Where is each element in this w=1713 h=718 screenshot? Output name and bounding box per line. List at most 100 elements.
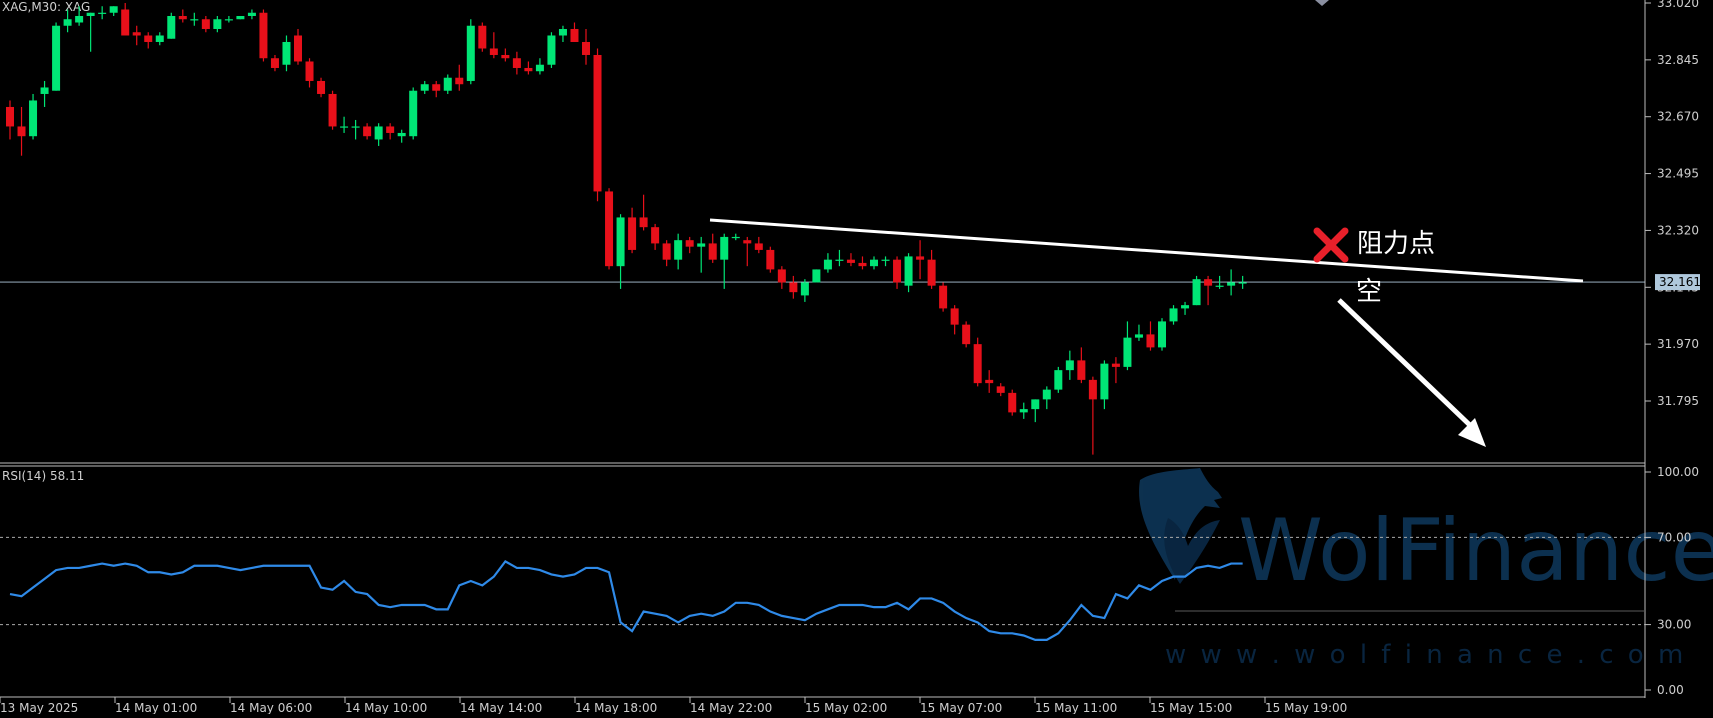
candle [363, 123, 372, 140]
candle [985, 370, 994, 393]
candle [247, 9, 256, 20]
candle-body [870, 259, 878, 267]
candle-body [455, 77, 464, 85]
candle [340, 116, 349, 133]
candle-body [1042, 389, 1051, 400]
candle-body [708, 243, 717, 260]
candle-body [720, 236, 729, 260]
candle-body [432, 84, 441, 91]
candle [754, 236, 763, 254]
candle-body [858, 262, 867, 267]
candle-body [443, 77, 452, 91]
candle-body [236, 15, 245, 20]
candle-body [144, 35, 153, 42]
candle-body [201, 19, 210, 29]
time-tick-label: 15 May 02:00 [805, 701, 887, 714]
rsi-axis: 100.00 70.00 30.00 0.00 [1645, 465, 1699, 697]
rsi-tick-label: 30.00 [1657, 618, 1691, 632]
time-tick-label: 14 May 01:00 [115, 701, 197, 714]
candle-body [1238, 282, 1247, 284]
candle [132, 25, 141, 46]
candle [121, 3, 130, 36]
candle [443, 74, 452, 94]
price-tick-label: 32.495 [1657, 167, 1699, 181]
candle [351, 119, 360, 140]
time-axis: 13 May 2025 14 May 01:00 14 May 06:00 14 Ma… [0, 697, 1347, 715]
rsi-tick-label: 0.00 [1657, 683, 1684, 697]
candle-body [1100, 363, 1109, 400]
candle [674, 233, 683, 270]
candle-body [973, 344, 982, 384]
candle-body [213, 19, 222, 29]
candle [812, 269, 821, 283]
candle [1065, 350, 1074, 380]
candle-body [535, 64, 544, 72]
candle-body [846, 259, 855, 263]
candle-body [996, 386, 1005, 393]
candle [86, 12, 95, 52]
candle-body [1077, 360, 1086, 380]
candle-body [1215, 285, 1224, 287]
candle-body [893, 259, 902, 283]
candle [305, 58, 314, 88]
candle [1088, 376, 1097, 455]
candle-body [812, 269, 821, 283]
candle [455, 64, 464, 91]
candle-body [190, 19, 199, 21]
candle [98, 6, 107, 20]
candle [1077, 347, 1086, 384]
candle [213, 15, 222, 33]
time-tick-label: 15 May 07:00 [920, 701, 1002, 714]
candle [731, 233, 740, 241]
chevron-down-icon[interactable] [1315, 0, 1329, 6]
candle [558, 25, 567, 42]
candle-body [270, 58, 279, 68]
price-tick-label: 32.670 [1657, 110, 1699, 124]
candle-body [374, 126, 383, 140]
candle [75, 6, 84, 26]
candle-body [1227, 282, 1236, 286]
candle [870, 256, 878, 270]
short-label: 空 [1356, 277, 1382, 307]
resistance-label: 阻力点 [1357, 229, 1435, 259]
time-tick-label: 15 May 11:00 [1035, 701, 1117, 714]
candle [478, 22, 487, 52]
resistance-trendline[interactable] [709, 218, 1584, 283]
candle [777, 266, 786, 289]
candle [939, 282, 948, 312]
candle [190, 12, 199, 26]
candle [1054, 366, 1063, 393]
rsi-title: RSI(14) 58.11 [2, 469, 84, 483]
candle-body [86, 12, 95, 16]
price-tick-label: 33.020 [1657, 0, 1699, 10]
rsi-series-line [9, 559, 1243, 641]
candle [720, 233, 729, 289]
candle-body [247, 12, 256, 16]
candle [1146, 321, 1155, 351]
candle-body [328, 93, 337, 127]
candle-body [662, 243, 671, 260]
candle-body [547, 35, 556, 65]
candle [52, 22, 61, 91]
candle [800, 279, 809, 302]
candle-body [1146, 334, 1155, 348]
candle-body [1169, 308, 1178, 322]
candle [570, 22, 579, 42]
candle-body [6, 106, 14, 127]
candle [1215, 275, 1224, 289]
candle [846, 253, 855, 267]
candle [432, 80, 441, 98]
candle-body [766, 249, 775, 270]
candle [743, 236, 752, 267]
symbol-label: XAG,M30: XAG [2, 0, 90, 14]
candle-body [1204, 279, 1213, 286]
candle-body [616, 217, 625, 267]
candle-body [1192, 279, 1201, 306]
candle [962, 321, 971, 348]
candle [1169, 305, 1178, 325]
candle [167, 12, 176, 39]
candle-body [777, 269, 786, 283]
candle-body [29, 100, 38, 137]
candle [628, 207, 637, 254]
